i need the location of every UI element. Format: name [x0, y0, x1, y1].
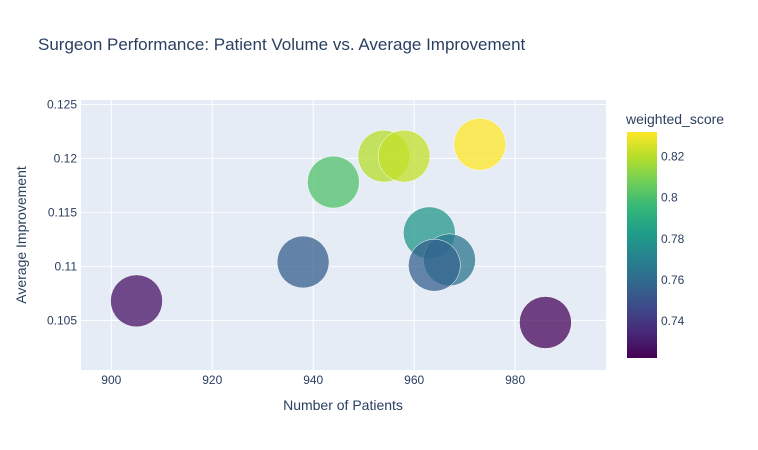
colorbar-tick-label: 0.76 [661, 273, 685, 287]
grid-lines [81, 100, 606, 370]
x-tick-label: 980 [505, 373, 525, 387]
x-tick-label: 900 [101, 373, 121, 387]
plot-area [81, 100, 606, 370]
colorbar-tick-label: 0.8 [661, 191, 678, 205]
y-tick-label: 0.125 [47, 97, 77, 111]
chart-title: Surgeon Performance: Patient Volume vs. … [38, 35, 526, 54]
y-tick-labels: 0.105 0.11 0.115 0.12 0.125 [47, 97, 77, 327]
y-tick-label: 0.105 [47, 313, 77, 327]
y-tick-label: 0.12 [54, 151, 78, 165]
data-point [519, 296, 572, 349]
y-tick-label: 0.11 [55, 259, 78, 273]
data-point [110, 274, 163, 328]
x-tick-label: 920 [202, 373, 222, 387]
colorbar-tick-label: 0.74 [661, 314, 685, 328]
x-tick-labels: 900 920 940 960 980 [101, 373, 525, 387]
data-point [408, 238, 461, 292]
colorbar-tick-label: 0.78 [661, 232, 685, 246]
y-axis-title: Average Improvement [13, 166, 29, 304]
data-point [453, 118, 507, 171]
x-tick-label: 940 [303, 373, 323, 387]
x-tick-label: 960 [404, 373, 424, 387]
y-tick-label: 0.115 [48, 205, 77, 219]
colorbar [627, 132, 657, 358]
colorbar-tick-label: 0.82 [661, 150, 685, 164]
colorbar-title: weighted_score [625, 111, 724, 127]
colorbar-tick-labels: 0.74 0.76 0.78 0.8 0.82 [661, 150, 685, 328]
data-point [276, 235, 330, 289]
x-axis-title: Number of Patients [283, 397, 403, 413]
data-points [110, 118, 572, 349]
data-point [377, 129, 431, 183]
data-point [307, 155, 360, 209]
